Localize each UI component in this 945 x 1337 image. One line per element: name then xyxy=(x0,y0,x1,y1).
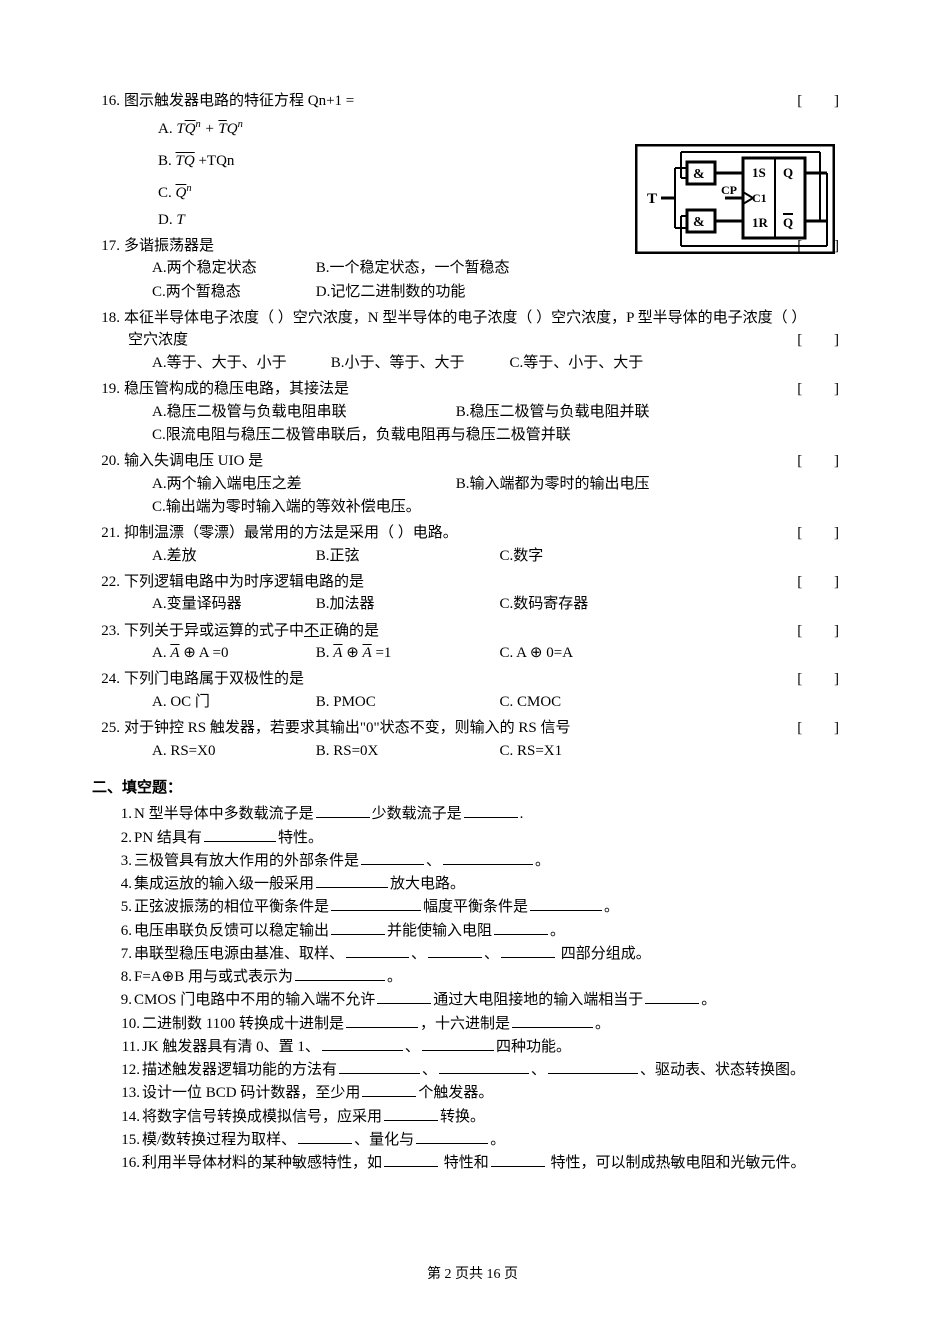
q23-option-B: B. A ⊕ A =1 xyxy=(316,642,496,665)
q18-option-A: A.等于、大于、小于 xyxy=(152,352,327,375)
q17-option-B: B.一个稳定状态，一个暂稳态 xyxy=(316,260,510,276)
q17-option-D: D.记忆二进制数的功能 xyxy=(316,284,466,300)
fill-item-7: 7.串联型稳压电源由基准、取样、、、 四部分组成。 xyxy=(92,943,853,966)
fill-item-14: 14.将数字信号转换成模拟信号，应采用转换。 xyxy=(92,1106,853,1129)
page-footer: 第 2 页共 16 页 xyxy=(0,1264,945,1285)
q23-option-A: A. A ⊕ A =0 xyxy=(152,642,312,665)
fill-section-title: 二、填空题： xyxy=(92,777,853,800)
circuit-1S-label: 1S xyxy=(752,165,766,180)
and-gate-top-label: & xyxy=(693,167,705,182)
q20-option-A: A.两个输入端电压之差 xyxy=(152,473,452,496)
q17-stem: 多谐振荡器是 xyxy=(124,238,214,254)
q25-option-C: C. RS=X1 xyxy=(500,743,563,759)
question-18: 18.本征半导体电子浓度（ ）空穴浓度，N 型半导体的电子浓度（ ）空穴浓度，P… xyxy=(92,307,853,375)
circuit-CP-label: CP xyxy=(721,183,737,197)
question-19: 19.稳压管构成的稳压电路，其接法是 [ ] A.稳压二极管与负载电阻串联 B.… xyxy=(92,378,853,447)
trigger-circuit-diagram: & & T CP 1S Q C1 1R Q xyxy=(635,144,835,254)
q22-option-C: C.数码寄存器 xyxy=(500,596,589,612)
q18-option-C: C.等于、小于、大于 xyxy=(510,355,644,371)
q24-option-B: B. PMOC xyxy=(316,691,496,714)
q24-option-A: A. OC 门 xyxy=(152,691,312,714)
q20-option-B: B.输入端都为零时的输出电压 xyxy=(456,476,650,492)
question-22: 22.下列逻辑电路中为时序逻辑电路的是 [ ] A.变量译码器 B.加法器 C.… xyxy=(92,571,853,617)
q25-stem: 对于钟控 RS 触发器，若要求其输出"0"状态不变，则输入的 RS 信号 xyxy=(124,720,570,736)
fill-item-1: 1.N 型半导体中多数载流子是少数载流子是. xyxy=(92,803,853,826)
circuit-svg: & & T CP 1S Q C1 1R Q xyxy=(635,144,835,254)
q18-stem2: 空穴浓度 xyxy=(128,332,188,348)
q18-stem: 本征半导体电子浓度（ ）空穴浓度，N 型半导体的电子浓度（ ）空穴浓度，P 型半… xyxy=(124,310,806,326)
q21-bracket: [ ] xyxy=(797,522,853,545)
circuit-C1-label: C1 xyxy=(752,191,767,205)
fill-item-3: 3.三极管具有放大作用的外部条件是、。 xyxy=(92,850,853,873)
q24-bracket: [ ] xyxy=(797,668,853,691)
fill-item-15: 15.模/数转换过程为取样、、量化与。 xyxy=(92,1129,853,1152)
q22-option-A: A.变量译码器 xyxy=(152,593,312,616)
q20-stem: 输入失调电压 UIO 是 xyxy=(124,453,263,469)
q25-option-A: A. RS=X0 xyxy=(152,740,312,763)
question-23: 23.下列关于异或运算的式子中不正确的是 [ ] A. A ⊕ A =0 B. … xyxy=(92,620,853,666)
q22-bracket: [ ] xyxy=(797,571,853,594)
q16-num: 16. xyxy=(92,90,124,113)
q16-stem: 图示触发器电路的特征方程 Qn+1 = xyxy=(124,93,354,109)
q21-stem: 抑制温漂（零漂）最常用的方法是采用（ ）电路。 xyxy=(124,525,458,541)
q21-option-A: A.差放 xyxy=(152,545,312,568)
q20-bracket: [ ] xyxy=(797,450,853,473)
question-24: 24.下列门电路属于双极性的是 [ ] A. OC 门 B. PMOC C. C… xyxy=(92,668,853,714)
q24-stem: 下列门电路属于双极性的是 xyxy=(124,671,304,687)
q21-option-C: C.数字 xyxy=(500,548,544,564)
q21-option-B: B.正弦 xyxy=(316,545,496,568)
fill-item-4: 4.集成运放的输入级一般采用放大电路。 xyxy=(92,873,853,896)
fill-item-13: 13.设计一位 BCD 码计数器，至少用个触发器。 xyxy=(92,1082,853,1105)
q19-stem: 稳压管构成的稳压电路，其接法是 xyxy=(124,381,349,397)
q16-bracket: [ ] xyxy=(797,90,853,113)
question-25: 25.对于钟控 RS 触发器，若要求其输出"0"状态不变，则输入的 RS 信号 … xyxy=(92,717,853,763)
fill-questions: 1.N 型半导体中多数载流子是少数载流子是.2.PN 结具有特性。3.三极管具有… xyxy=(92,803,853,1175)
question-21: 21.抑制温漂（零漂）最常用的方法是采用（ ）电路。 [ ] A.差放 B.正弦… xyxy=(92,522,853,568)
q17-option-C: C.两个暂稳态 xyxy=(152,281,312,304)
fill-item-8: 8.F=A⊕B 用与或式表示为。 xyxy=(92,966,853,989)
fill-item-5: 5.正弦波振荡的相位平衡条件是幅度平衡条件是。 xyxy=(92,896,853,919)
q23-option-C: C. A ⊕ 0=A xyxy=(500,645,574,661)
q23-bracket: [ ] xyxy=(797,620,853,643)
q16-option-A: A. TQn + TQn xyxy=(158,113,853,145)
fill-item-16: 16.利用半导体材料的某种敏感特性，如 特性和 特性，可以制成热敏电阻和光敏元件… xyxy=(92,1152,853,1175)
fill-item-10: 10.二进制数 1100 转换成十进制是，十六进制是。 xyxy=(92,1013,853,1036)
and-gate-bot-label: & xyxy=(693,215,705,230)
q24-option-C: C. CMOC xyxy=(500,694,562,710)
fill-item-12: 12.描述触发器逻辑功能的方法有、、、驱动表、状态转换图。 xyxy=(92,1059,853,1082)
q22-option-B: B.加法器 xyxy=(316,593,496,616)
fill-item-11: 11.JK 触发器具有清 0、置 1、、四种功能。 xyxy=(92,1036,853,1059)
q20-option-C: C.输出端为零时输入端的等效补偿电压。 xyxy=(92,496,853,519)
circuit-T-label: T xyxy=(647,191,657,207)
q19-option-A: A.稳压二极管与负载电阻串联 xyxy=(152,401,452,424)
fill-item-9: 9.CMOS 门电路中不用的输入端不允许通过大电阻接地的输入端相当于。 xyxy=(92,989,853,1012)
fill-item-2: 2.PN 结具有特性。 xyxy=(92,827,853,850)
q25-option-B: B. RS=0X xyxy=(316,740,496,763)
q19-option-C: C.限流电阻与稳压二极管串联后，负载电阻再与稳压二极管并联 xyxy=(92,424,853,447)
q25-bracket: [ ] xyxy=(797,717,853,740)
q18-bracket: [ ] xyxy=(797,329,853,352)
q18-option-B: B.小于、等于、大于 xyxy=(331,352,506,375)
question-20: 20.输入失调电压 UIO 是 [ ] A.两个输入端电压之差 B.输入端都为零… xyxy=(92,450,853,519)
q22-stem: 下列逻辑电路中为时序逻辑电路的是 xyxy=(124,574,364,590)
fill-item-6: 6.电压串联负反馈可以稳定输出并能使输入电阻。 xyxy=(92,920,853,943)
circuit-1R-label: 1R xyxy=(752,215,769,230)
circuit-Qbar-label: Q xyxy=(783,215,793,230)
q19-bracket: [ ] xyxy=(797,378,853,401)
circuit-Q-label: Q xyxy=(783,165,793,180)
q19-option-B: B.稳压二极管与负载电阻并联 xyxy=(456,404,650,420)
q17-option-A: A.两个稳定状态 xyxy=(152,257,312,280)
